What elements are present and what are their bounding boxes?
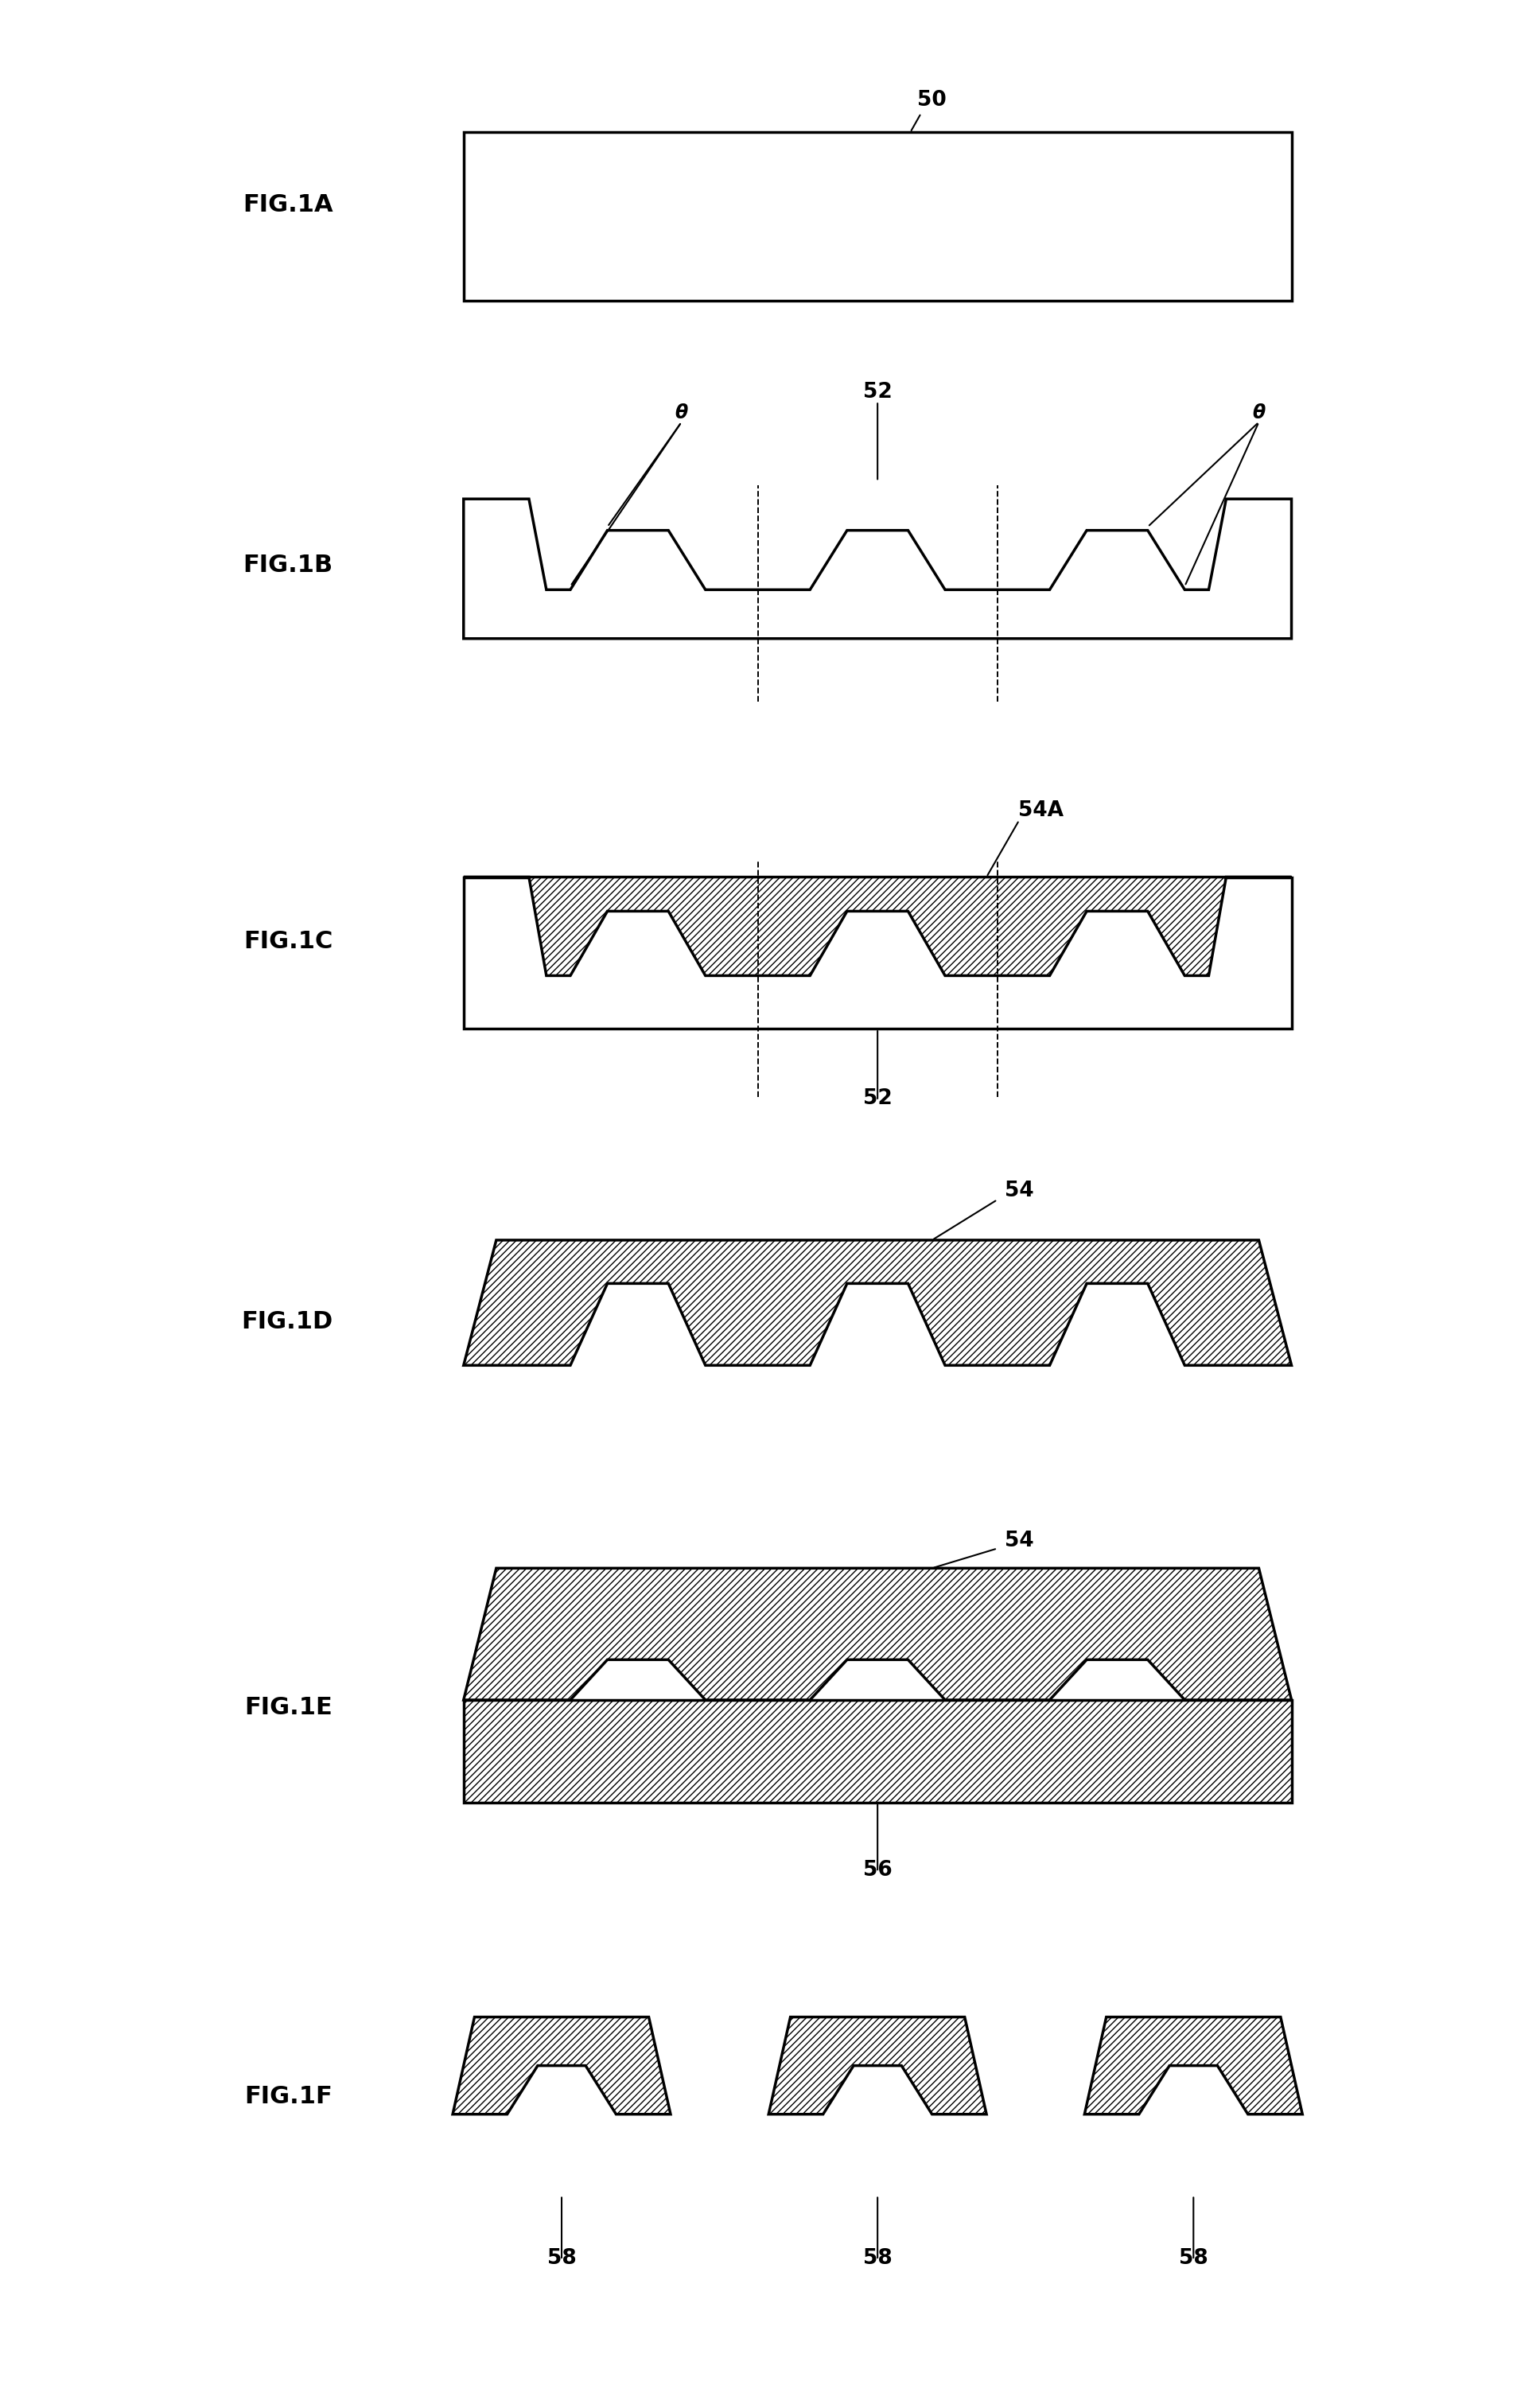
Polygon shape	[1085, 2018, 1303, 2114]
Text: FIG.1D: FIG.1D	[241, 1310, 333, 1334]
Text: 56: 56	[862, 1859, 893, 1881]
Polygon shape	[452, 2018, 670, 2114]
Text: FIG.1F: FIG.1F	[245, 2085, 333, 2107]
Polygon shape	[463, 132, 1292, 301]
Polygon shape	[463, 877, 1292, 1028]
Polygon shape	[463, 877, 1292, 975]
Text: 52: 52	[862, 1088, 893, 1110]
Text: FIG.1A: FIG.1A	[242, 193, 333, 217]
Text: FIG.1C: FIG.1C	[244, 929, 333, 954]
Polygon shape	[463, 498, 1292, 638]
Polygon shape	[463, 1240, 1292, 1365]
Text: θ: θ	[675, 405, 688, 424]
Polygon shape	[463, 1568, 1292, 1700]
Text: 58: 58	[1179, 2249, 1207, 2268]
Polygon shape	[463, 1700, 1292, 1804]
Text: FIG.1B: FIG.1B	[244, 554, 333, 578]
Text: 54A: 54A	[1018, 799, 1064, 821]
Text: 52: 52	[862, 383, 893, 402]
Text: θ: θ	[1253, 405, 1265, 424]
Text: 58: 58	[548, 2249, 576, 2268]
Text: 54: 54	[1005, 1180, 1033, 1202]
Text: 54: 54	[1005, 1531, 1033, 1551]
Text: 50: 50	[917, 89, 947, 111]
Text: 58: 58	[862, 2249, 893, 2268]
Polygon shape	[769, 2018, 986, 2114]
Text: FIG.1E: FIG.1E	[245, 1695, 333, 1719]
